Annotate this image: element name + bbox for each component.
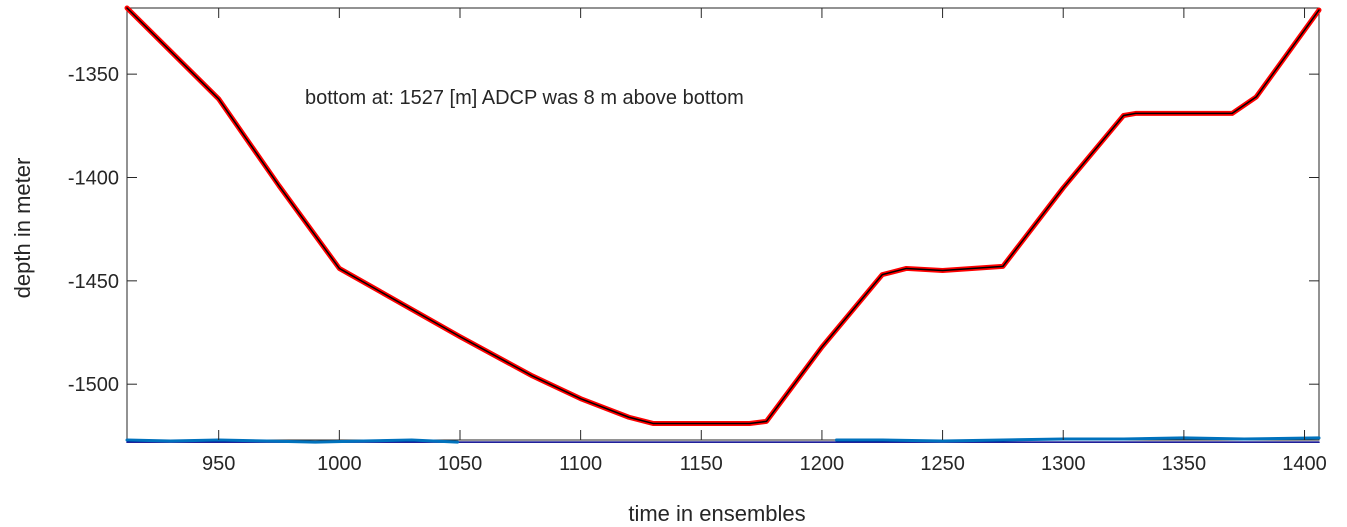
x-tick-label: 1150 xyxy=(680,453,723,475)
x-tick-label: 1200 xyxy=(800,453,845,475)
y-tick-label: -1350 xyxy=(68,64,119,86)
x-tick-label: 1250 xyxy=(920,453,965,475)
x-axis-label: time in ensembles xyxy=(628,501,805,526)
x-tick-label: 1050 xyxy=(438,453,483,475)
x-tick-label: 950 xyxy=(202,453,235,475)
x-tick-label: 1400 xyxy=(1282,453,1327,475)
x-tick-label: 1350 xyxy=(1162,453,1207,475)
tick-layer: 950 1000 1050 1100 1150 1200 1250 1300 1350 1400 -… xyxy=(68,8,1327,475)
y-axis-label: depth in meter xyxy=(10,158,35,299)
plot-frame xyxy=(126,7,1320,441)
x-tick-label: 1300 xyxy=(1041,453,1086,475)
series-layer xyxy=(124,5,1322,444)
plot-area xyxy=(126,7,1320,441)
x-tick-label: 1000 xyxy=(317,453,362,475)
y-tick-label: -1400 xyxy=(68,167,119,189)
x-tick-label: 1100 xyxy=(559,453,602,475)
series-line-depth-smooth xyxy=(126,7,1320,425)
annotation-text: bottom at: 1527 [m] ADCP was 8 m above b… xyxy=(305,87,744,109)
y-tick-label: -1450 xyxy=(68,271,119,293)
y-tick-label: -1500 xyxy=(68,374,119,396)
